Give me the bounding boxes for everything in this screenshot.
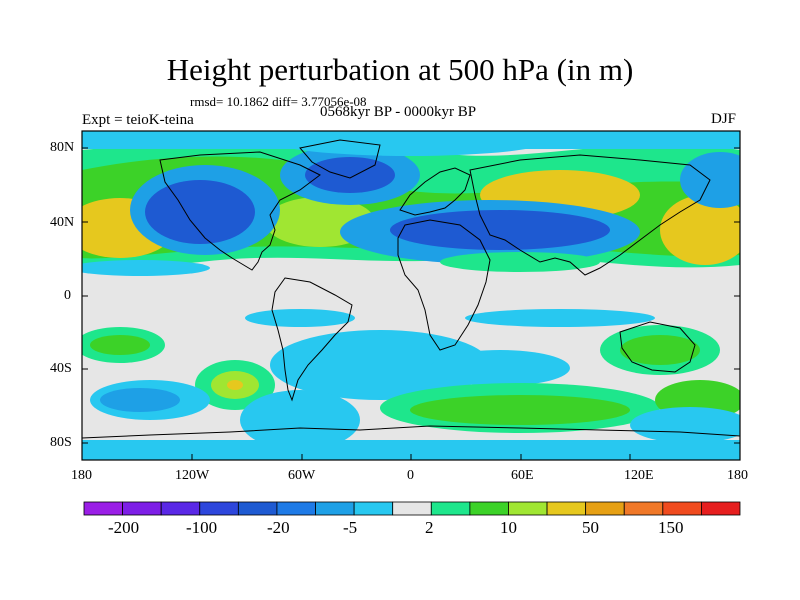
colorbar-label: 2	[425, 518, 434, 537]
axis-ticks	[82, 147, 740, 460]
lat-label-eq: 0	[64, 288, 71, 303]
colorbar-box	[430, 501, 471, 516]
colorbar-label: -200	[108, 518, 140, 537]
lat-label-80s: 80S	[50, 435, 72, 450]
colorbar-box	[83, 501, 123, 516]
experiment-label: Expt = teioK-teina	[82, 112, 194, 128]
colorbar-box	[662, 501, 702, 516]
period-label: 0568kyr BP - 0000kyr BP	[320, 104, 477, 120]
lon-label-60e: 60E	[511, 468, 534, 483]
lon-label-0: 0	[407, 468, 414, 483]
contour-field	[82, 131, 740, 460]
colorbar	[83, 501, 741, 516]
colorbar-box	[623, 501, 664, 516]
colorbar-box	[585, 501, 625, 516]
colorbar-box	[199, 501, 239, 516]
lon-label-60w: 60W	[288, 468, 316, 483]
colorbar-box	[701, 501, 741, 516]
colorbar-box	[353, 501, 394, 516]
coastlines	[82, 139, 740, 439]
colorbar-box	[508, 501, 548, 516]
lon-label-180w: 180	[71, 468, 92, 483]
colorbar-label: -100	[186, 518, 218, 537]
map-title: Height perturbation at 500 hPa (in m)	[166, 52, 634, 87]
colorbar-box	[160, 501, 201, 516]
colorbar-box	[546, 501, 587, 516]
lon-label-120e: 120E	[624, 468, 654, 483]
colorbar-box	[276, 501, 316, 516]
lon-label-120w: 120W	[175, 468, 210, 483]
colorbar-box	[122, 501, 162, 516]
colorbar-box	[469, 501, 509, 516]
colorbar-label: 50	[582, 518, 599, 537]
colorbar-box	[315, 501, 355, 516]
colorbar-box	[237, 501, 278, 516]
stats-label: rmsd= 10.1862 diff= 3.77056e-08	[190, 94, 367, 109]
colorbar-label: 10	[500, 518, 517, 537]
colorbar-label: 150	[658, 518, 684, 537]
colorbar-label: -20	[267, 518, 290, 537]
colorbar-label: -5	[343, 518, 358, 537]
lat-label-40s: 40S	[50, 361, 72, 376]
lat-label-40n: 40N	[50, 215, 75, 230]
lat-label-80n: 80N	[50, 140, 75, 155]
season-label: DJF	[711, 111, 737, 127]
colorbar-box	[392, 501, 432, 516]
lon-label-180e: 180	[727, 468, 748, 483]
